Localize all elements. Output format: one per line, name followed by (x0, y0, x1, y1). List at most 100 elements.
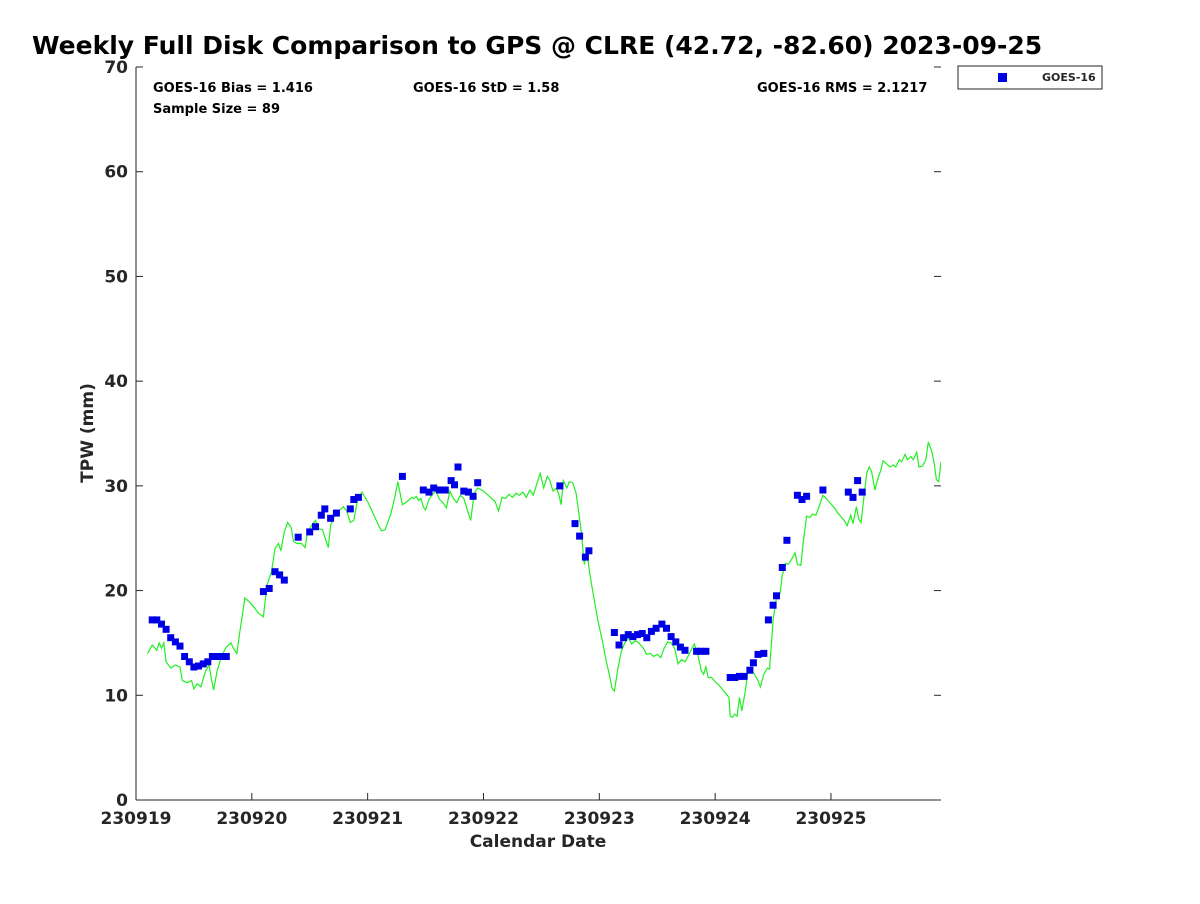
goes16-point (754, 650, 762, 658)
goes16-point (702, 647, 710, 655)
goes16-point (746, 666, 754, 674)
goes16-point (398, 472, 406, 480)
goes16-point (726, 674, 734, 681)
goes16-point (620, 634, 628, 642)
goes16-point (556, 482, 564, 490)
goes16-point (629, 633, 637, 641)
goes16-point (693, 647, 701, 655)
y-tick-label: 60 (104, 163, 128, 183)
goes16-point (306, 528, 314, 536)
goes16-point (663, 624, 670, 632)
goes16-point (276, 571, 284, 579)
goes16-point (430, 484, 438, 492)
goes16-point (162, 625, 170, 633)
y-tick-label: 0 (116, 791, 128, 811)
goes16-point (346, 505, 354, 513)
y-tick-label: 50 (104, 267, 128, 287)
goes16-point (460, 487, 468, 495)
goes16-point (798, 496, 806, 503)
goes16-point (153, 616, 161, 624)
goes16-point (638, 630, 646, 637)
goes16-point (731, 674, 739, 681)
goes16-point (469, 492, 477, 500)
goes16-point (280, 576, 288, 584)
goes16-point (764, 616, 772, 624)
goes16-point (610, 629, 618, 636)
goes16-point (294, 533, 302, 541)
stat-bias: GOES-16 Bias = 1.416 (153, 81, 313, 96)
goes16-point (332, 509, 340, 517)
goes16-point (171, 638, 179, 646)
x-tick-label: 230925 (795, 809, 866, 829)
goes16-point (350, 496, 358, 503)
goes16-point (195, 662, 202, 670)
stat-rms: GOES-16 RMS = 2.1217 (757, 81, 927, 96)
goes16-point (624, 631, 632, 639)
goes16-point (749, 659, 757, 667)
y-tick-label: 20 (104, 582, 128, 602)
goes16-point (647, 627, 655, 635)
goes16-point (793, 491, 801, 499)
x-tick-label: 230924 (680, 809, 751, 829)
goes16-point (317, 511, 325, 519)
goes16-point (571, 520, 579, 528)
goes16-point (854, 477, 862, 485)
y-tick-label: 40 (104, 372, 128, 392)
series-group (147, 441, 941, 719)
goes16-point (672, 638, 680, 646)
goes16-point (615, 641, 623, 649)
goes16-point (208, 653, 216, 660)
goes16-point (681, 646, 689, 654)
goes16-point (259, 588, 267, 596)
goes16-point (474, 479, 482, 487)
legend: GOES-16 (957, 65, 1103, 90)
goes16-point (643, 634, 651, 642)
goes16-point (769, 601, 777, 609)
goes16-point (354, 493, 362, 501)
goes16-point (858, 488, 866, 496)
goes16-point (844, 488, 852, 496)
goes16-point (181, 653, 189, 660)
goes16-point (436, 486, 443, 494)
stat-std: GOES-16 StD = 1.58 (413, 81, 559, 96)
goes16-point (204, 658, 212, 666)
goes16-point (441, 486, 449, 494)
goes16-point (190, 663, 198, 671)
goes16-point (778, 564, 786, 571)
goes16-point (199, 660, 207, 668)
gps-tpw-line (147, 441, 941, 719)
goes16-point (213, 653, 221, 660)
goes16-point (773, 592, 780, 600)
goes16-point (218, 653, 226, 660)
goes16-point (419, 486, 427, 494)
goes16-point (740, 672, 748, 680)
goes16-point (454, 463, 462, 471)
y-ticks: 0 10 20 30 40 50 60 70 (104, 58, 941, 811)
goes16-point (185, 658, 193, 666)
x-axis-label: Calendar Date (470, 832, 607, 852)
y-axis-label: TPW (mm) (78, 383, 98, 483)
goes16-point (736, 672, 743, 680)
goes16-point (760, 649, 768, 657)
goes16-point (783, 536, 791, 544)
chart-title: Weekly Full Disk Comparison to GPS @ CLR… (32, 31, 1042, 60)
x-tick-label: 230923 (564, 809, 635, 829)
goes16-point (667, 633, 675, 641)
goes16-point (222, 653, 230, 660)
goes16-point (849, 493, 857, 501)
goes16-point (425, 488, 433, 496)
legend-label-goes16: GOES-16 (1042, 71, 1096, 84)
goes16-point (585, 547, 593, 555)
goes16-point (803, 492, 811, 500)
stat-sample-size: Sample Size = 89 (153, 102, 280, 117)
goes16-point (819, 486, 827, 494)
y-tick-label: 70 (104, 58, 128, 78)
x-tick-label: 230922 (448, 809, 519, 829)
goes16-point (447, 477, 455, 485)
goes16-point (652, 624, 660, 632)
legend-marker-goes16 (998, 73, 1007, 82)
goes16-point (634, 631, 641, 639)
goes16-point (321, 505, 329, 513)
